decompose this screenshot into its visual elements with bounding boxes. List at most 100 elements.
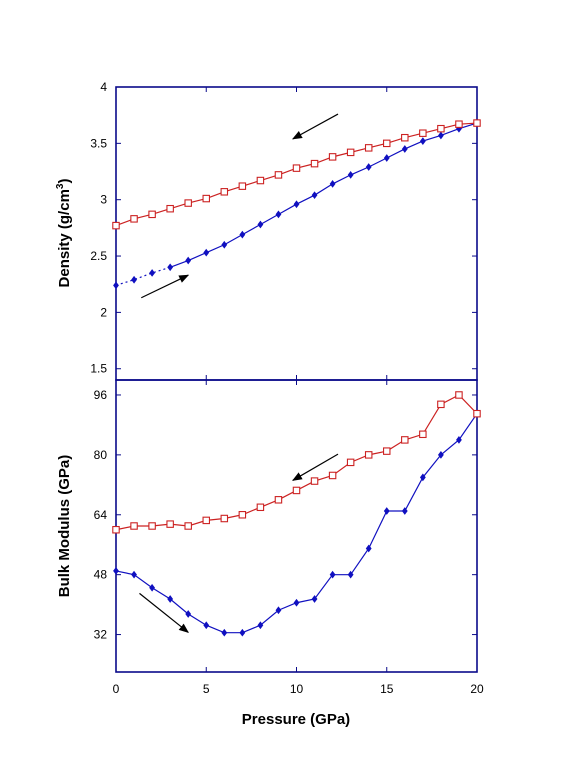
data-point-diamond xyxy=(401,507,408,515)
data-point-diamond xyxy=(365,544,372,553)
data-point-square xyxy=(112,221,120,230)
data-point-diamond xyxy=(131,275,137,284)
data-point-diamond xyxy=(185,610,192,618)
data-point-square xyxy=(184,522,192,530)
series-line xyxy=(115,394,478,531)
y-tick-label: 3.5 xyxy=(90,136,107,150)
data-point-diamond xyxy=(239,230,246,239)
data-point-diamond xyxy=(329,180,336,188)
loading-direction-arrow xyxy=(141,274,190,299)
data-point-diamond xyxy=(419,137,426,145)
loading-direction-arrow xyxy=(139,592,189,633)
direction-arrows xyxy=(139,113,339,633)
data-point-square xyxy=(310,477,319,485)
data-point-square xyxy=(455,120,463,128)
data-point-square xyxy=(112,525,120,534)
data-point-square xyxy=(202,516,211,525)
data-point-diamond xyxy=(293,200,300,209)
data-point-diamond xyxy=(347,570,354,579)
data-point-diamond xyxy=(329,570,336,579)
x-tick-label: 15 xyxy=(380,682,394,696)
x-tick-label: 5 xyxy=(203,682,210,696)
data-point-square xyxy=(419,430,427,439)
x-tick-label: 10 xyxy=(290,682,304,696)
data-point-diamond xyxy=(203,621,210,630)
y-tick-label: 48 xyxy=(94,568,108,582)
data-point-square xyxy=(328,471,337,480)
data-point-square xyxy=(382,447,391,455)
data-point-diamond xyxy=(131,570,137,579)
data-point-diamond xyxy=(113,281,119,290)
y-tick-label: 32 xyxy=(94,628,108,642)
unloading-direction-arrow xyxy=(292,113,339,140)
data-point-square xyxy=(166,204,174,213)
data-point-square xyxy=(130,522,138,530)
y-tick-label: 80 xyxy=(94,448,108,462)
data-point-square xyxy=(220,514,229,523)
data-point-square xyxy=(148,210,156,219)
data-point-square xyxy=(238,511,247,519)
data-point-square xyxy=(473,119,481,127)
data-point-square xyxy=(364,144,373,152)
data-point-square xyxy=(220,188,229,196)
density-y-axis-title: Density (g/cm3) xyxy=(55,179,73,288)
data-point-diamond xyxy=(383,154,390,162)
series-line xyxy=(169,122,478,268)
data-point-square xyxy=(256,503,265,512)
data-point-diamond xyxy=(221,628,228,637)
data-point-diamond xyxy=(456,436,462,444)
bulk-modulus-y-axis-title: Bulk Modulus (GPa) xyxy=(56,455,73,598)
data-point-square xyxy=(346,148,355,157)
unloading-direction-arrow xyxy=(292,453,339,481)
data-point-diamond xyxy=(149,269,155,277)
density-y-axis-title-superscript: 3 xyxy=(55,183,66,189)
data-point-square xyxy=(473,409,481,418)
y-tick-label: 3 xyxy=(100,193,107,207)
data-series xyxy=(112,119,481,637)
data-point-square xyxy=(364,451,373,459)
data-point-square xyxy=(401,436,409,444)
data-point-diamond xyxy=(438,131,444,140)
data-point-diamond xyxy=(167,595,174,603)
data-point-square xyxy=(437,400,445,409)
data-point-square xyxy=(292,164,301,172)
data-point-square xyxy=(274,171,283,179)
y-tick-label: 2 xyxy=(100,305,107,319)
data-point-square xyxy=(346,458,355,467)
data-point-diamond xyxy=(239,628,246,637)
data-point-square xyxy=(401,133,409,142)
data-point-square xyxy=(184,199,192,207)
x-axis-title: Pressure (GPa) xyxy=(242,711,350,728)
data-point-diamond xyxy=(275,606,282,615)
y-tick-label: 96 xyxy=(94,388,108,402)
data-point-diamond xyxy=(419,473,426,482)
data-point-square xyxy=(130,215,138,223)
data-point-square xyxy=(310,159,319,168)
data-point-square xyxy=(256,176,265,185)
data-point-diamond xyxy=(293,598,300,607)
data-point-diamond xyxy=(311,595,318,603)
data-point-square xyxy=(238,182,247,190)
y-tick-label: 2.5 xyxy=(90,249,107,263)
data-point-diamond xyxy=(203,248,210,257)
data-point-square xyxy=(166,520,174,528)
y-tick-label: 64 xyxy=(94,508,108,522)
data-point-diamond xyxy=(438,451,444,459)
y-tick-label: 1.5 xyxy=(90,362,107,376)
data-point-square xyxy=(382,139,391,148)
data-point-diamond xyxy=(221,240,228,249)
data-point-square xyxy=(292,486,301,495)
series-line-dashed xyxy=(115,266,171,286)
data-point-diamond xyxy=(365,163,372,171)
data-point-diamond xyxy=(167,263,174,272)
x-tick-label: 20 xyxy=(470,682,484,696)
data-point-diamond xyxy=(275,210,282,219)
data-point-diamond xyxy=(149,583,155,592)
y-tick-label: 4 xyxy=(100,80,107,94)
data-point-square xyxy=(437,124,445,133)
data-point-square xyxy=(202,194,211,203)
data-point-diamond xyxy=(257,621,264,630)
density-y-axis-title-end: ) xyxy=(56,179,73,184)
tick-marks xyxy=(115,86,478,672)
